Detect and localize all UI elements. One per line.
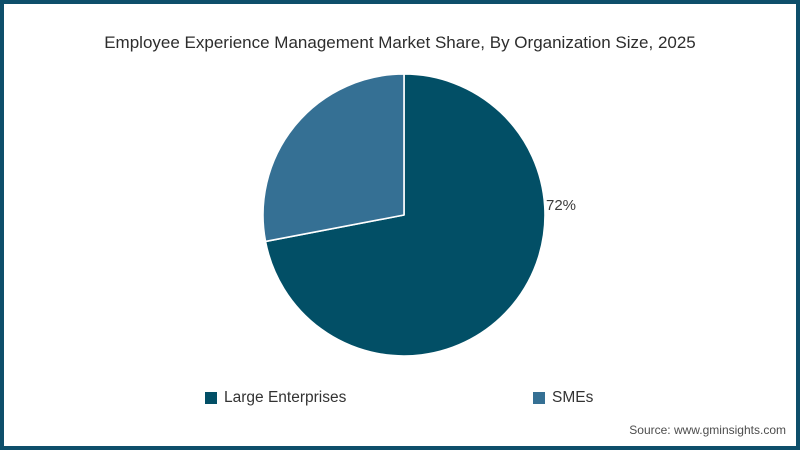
- pie-slice-percentage-label: 72%: [546, 197, 577, 214]
- legend-label-smes: SMEs: [552, 389, 594, 406]
- legend-swatch-large-enterprises: [205, 392, 217, 404]
- legend-item-large-enterprises[interactable]: Large Enterprises: [205, 389, 346, 407]
- legend-label-large-enterprises: Large Enterprises: [224, 389, 347, 406]
- pie-slice-smes[interactable]: [262, 73, 405, 243]
- legend-swatch-smes: [533, 392, 545, 404]
- chart-title: Employee Experience Management Market Sh…: [104, 33, 696, 52]
- pie-slice-large-enterprises[interactable]: [264, 73, 546, 357]
- legend: Large Enterprises SMEs: [4, 389, 796, 409]
- pie-chart: [262, 73, 546, 357]
- source-attribution: Source: www.gminsights.com: [629, 423, 786, 437]
- legend-item-smes[interactable]: SMEs: [533, 389, 593, 407]
